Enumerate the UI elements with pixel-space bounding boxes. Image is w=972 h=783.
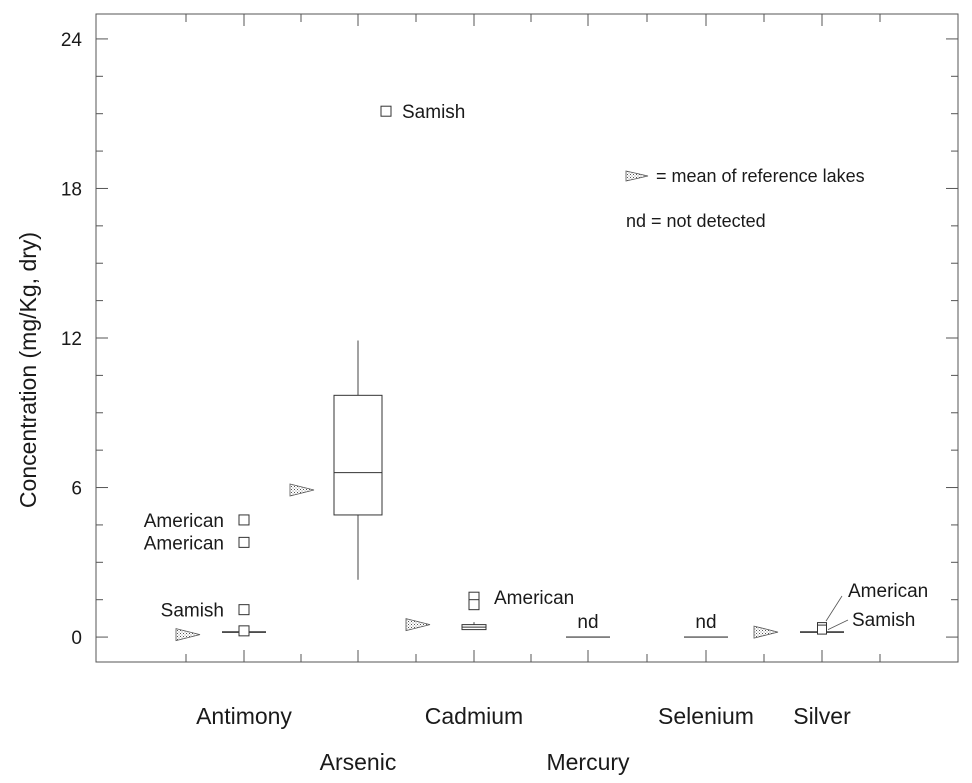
outlier-antimony xyxy=(238,514,250,526)
outlier-label: Samish xyxy=(852,610,915,631)
nd-label-mercury: nd xyxy=(577,612,598,633)
y-tick-label: 6 xyxy=(71,479,82,500)
outlier-antimony xyxy=(238,536,250,548)
y-tick-label: 12 xyxy=(61,329,82,350)
outlier-label: Samish xyxy=(402,102,465,123)
outlier-arsenic xyxy=(380,105,392,117)
box-arsenic xyxy=(333,394,383,516)
outlier-label: American xyxy=(144,533,224,554)
plot-frame xyxy=(95,13,959,663)
outlier-antimony xyxy=(238,625,250,637)
category-label-cadmium: Cadmium xyxy=(425,703,523,729)
outlier-label: American xyxy=(848,581,928,602)
y-tick-label: 18 xyxy=(61,179,82,200)
nd-label-selenium: nd xyxy=(695,612,716,633)
outlier-antimony xyxy=(238,604,250,616)
legend-triangle-marker xyxy=(625,170,649,182)
outlier-silver xyxy=(817,624,827,635)
y-tick-label: 24 xyxy=(61,30,83,51)
reference-mean-silver xyxy=(753,625,779,639)
outlier-leader-line xyxy=(825,595,843,622)
category-label-antimony: Antimony xyxy=(196,703,292,729)
legend-nd-text: nd = not detected xyxy=(626,211,766,231)
reference-mean-antimony xyxy=(175,628,201,642)
y-tick-label: 0 xyxy=(71,628,82,649)
y-axis-label: Concentration (mg/Kg, dry) xyxy=(15,232,41,508)
outlier-label: Samish xyxy=(161,601,224,622)
reference-mean-cadmium xyxy=(405,618,431,632)
outlier-leader-line xyxy=(827,619,849,630)
reference-mean-arsenic xyxy=(289,483,315,497)
legend: = mean of reference lakes nd = not detec… xyxy=(625,166,865,231)
outlier-label: American xyxy=(144,511,224,532)
category-label-arsenic: Arsenic xyxy=(320,749,397,775)
outlier-cadmium xyxy=(468,599,480,611)
outlier-label: American xyxy=(494,588,574,609)
category-label-mercury: Mercury xyxy=(546,749,630,775)
legend-triangle-text: = mean of reference lakes xyxy=(656,166,865,186)
category-label-selenium: Selenium xyxy=(658,703,754,729)
category-label-silver: Silver xyxy=(793,703,851,729)
